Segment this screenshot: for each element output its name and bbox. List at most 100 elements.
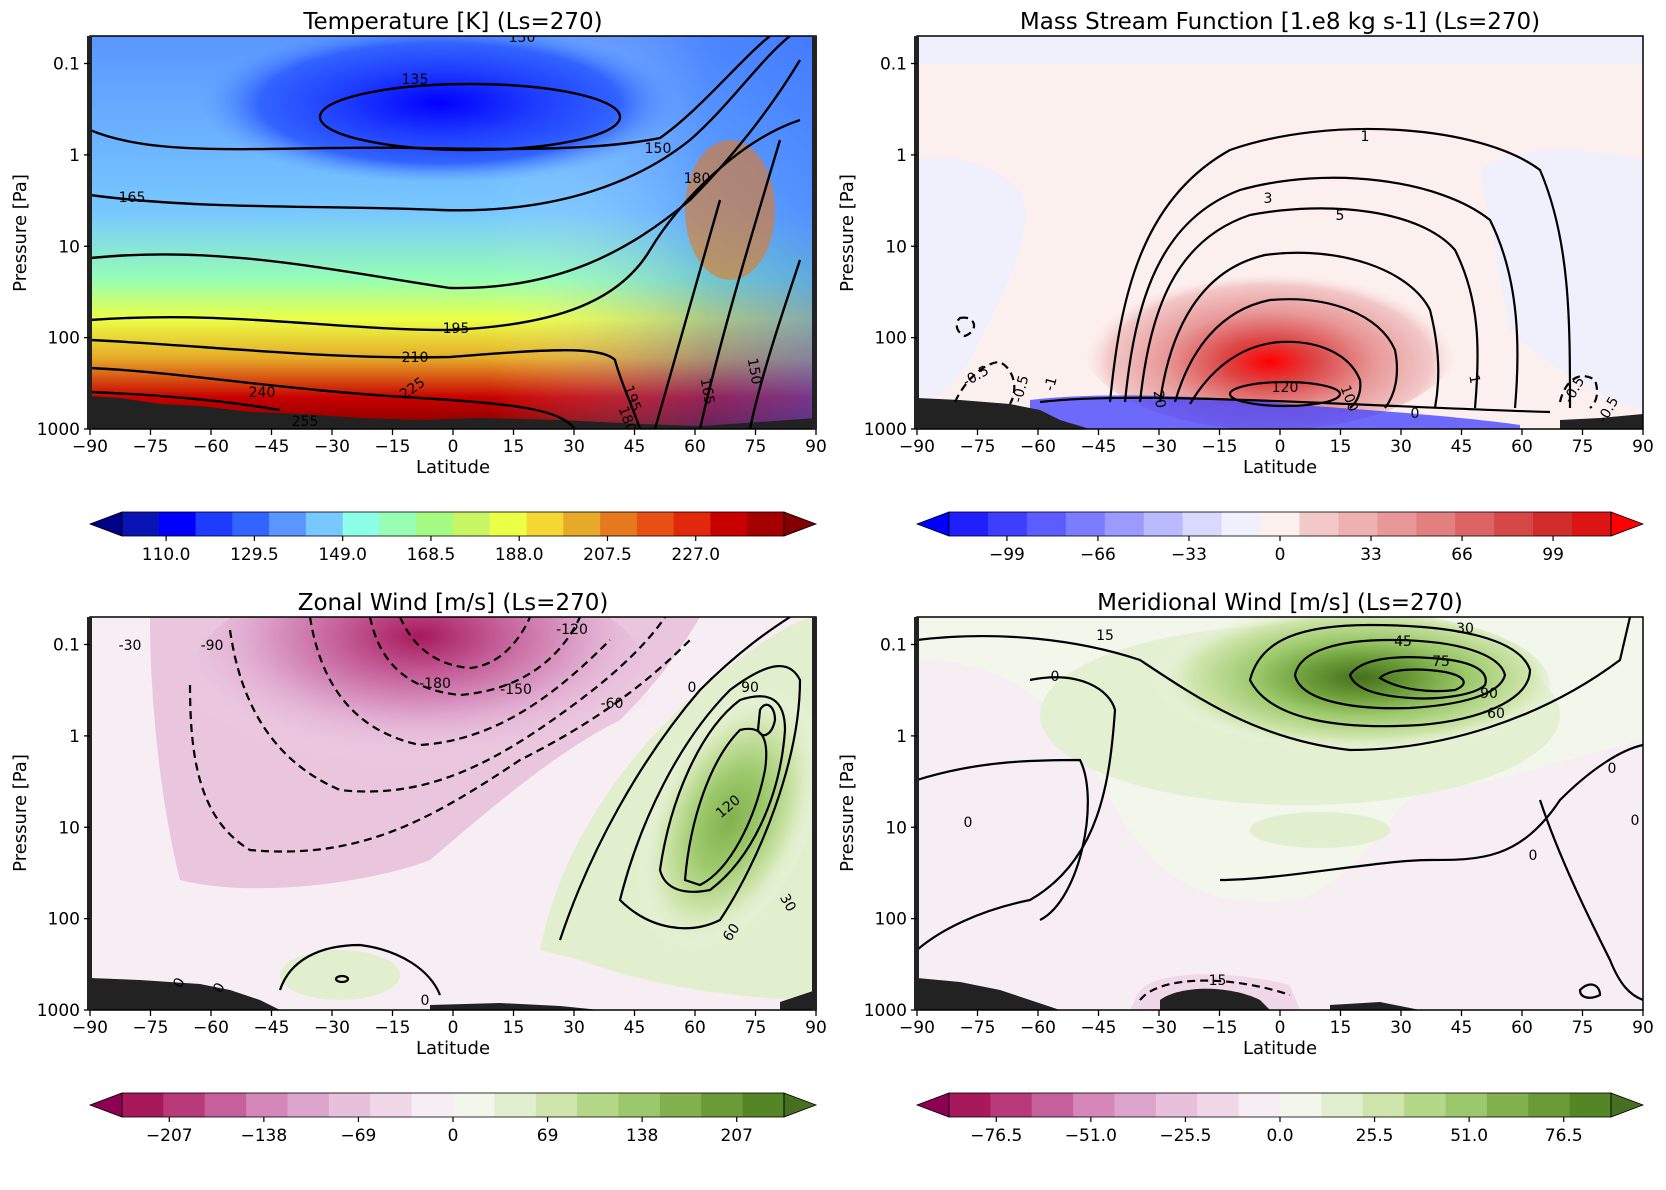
colorbar-segment (1299, 512, 1339, 536)
x-tick-label: −15 (1202, 1018, 1238, 1038)
colorbar-segment (411, 1093, 454, 1117)
meridional-wind-contours (917, 617, 1643, 1002)
colorbar-segment (535, 1093, 578, 1117)
colorbar-tick-label: 76.5 (1545, 1126, 1583, 1146)
zonal-wind-positive-contours (278, 617, 802, 996)
upper-layer-fill (917, 36, 1643, 64)
colorbar-segment (1280, 1093, 1322, 1117)
plot-area: 150 135 150 165 180 195 210 225 240 255 … (90, 30, 816, 429)
colorbar-segment (1445, 1093, 1488, 1117)
contour-label: 150 (645, 141, 672, 157)
contour-label: 0 (688, 680, 697, 696)
y-tick-label: 100 (875, 329, 907, 349)
contour-label: 0 (964, 815, 973, 831)
panel-zonal-wind: Zonal Wind [m/s] (Ls=270) (10, 590, 827, 1146)
y-tick-label: 100 (875, 910, 907, 930)
axes: −90 −75 −60 −45 −30 −15 0 15 30 45 60 75 90 0.1 1 10 100… (864, 636, 1654, 1038)
x-tick-label: −90 (72, 437, 108, 457)
colorbar-segment (1155, 1093, 1198, 1117)
panel-title: Mass Stream Function [1.e8 kg s-1] (Ls=2… (1020, 9, 1540, 35)
secondary-fill (1250, 812, 1390, 848)
plot-area: 1 3 5 120 100 20 0 -0.5 -0.5 -1 1 -0.5 -… (917, 36, 1643, 429)
x-tick-label: 15 (503, 1018, 525, 1038)
x-tick-label: 45 (1451, 437, 1473, 457)
colorbar-segment (1026, 512, 1067, 536)
contour-label: 15 (1096, 628, 1114, 644)
meridional-wind-contour-labels: 15 30 45 75 90 60 0 0 0 0 0 -15 (964, 621, 1640, 989)
negative-surface-layer-fill (1030, 395, 1520, 429)
colorbar: −76.5 −51.0 −25.5 0.0 25.5 51.0 76.5 (915, 1092, 1645, 1146)
colorbar-tick-label: −76.5 (970, 1126, 1022, 1146)
colorbar-tick-label: 227.0 (671, 545, 720, 565)
x-tick-label: 0 (1275, 437, 1286, 457)
contour-label: 0 (1411, 406, 1420, 422)
topography-mask (90, 396, 816, 429)
plot-area: 15 30 45 75 90 60 0 0 0 0 0 -15 (917, 617, 1643, 1010)
colorbar-extend-high (1610, 1092, 1645, 1118)
contour-label: 180 (684, 171, 711, 187)
colorbar-segment (163, 1093, 206, 1117)
colorbar-tick-label: 0 (448, 1126, 459, 1146)
colorbar-segment (1533, 512, 1573, 536)
axes: −90 −75 −60 −45 −30 −15 0 15 30 45 60 75 90 0.1 1 10 100… (37, 55, 827, 457)
y-tick-label: 10 (885, 237, 907, 257)
x-tick-label: 60 (1511, 1018, 1533, 1038)
contour-label: 165 (119, 190, 146, 206)
colorbar-segment (618, 1093, 661, 1117)
colorbar-segment (1260, 512, 1300, 536)
x-tick-label: −75 (133, 437, 169, 457)
colorbar-segment (1404, 1093, 1446, 1117)
contour-label: 0 (1608, 761, 1617, 777)
x-tick-label: −15 (375, 1018, 411, 1038)
topography-mask (917, 978, 1060, 1010)
axes: −90 −75 −60 −45 −30 −15 0 15 30 45 60 75 90 0.1 1 10 100… (37, 636, 827, 1038)
colorbar-tick-label: 25.5 (1356, 1126, 1394, 1146)
contour-label: 150 (509, 30, 536, 46)
contour-label: 1 (1465, 374, 1482, 386)
colorbar-segment (1104, 512, 1145, 536)
contour-label: -120 (556, 622, 588, 638)
x-tick-label: −15 (1202, 437, 1238, 457)
x-tick-label: 30 (1390, 1018, 1412, 1038)
x-axis-label: Latitude (416, 1038, 490, 1059)
colorbar-tick-label: −207 (146, 1126, 193, 1146)
x-tick-label: 75 (745, 1018, 767, 1038)
easterly-jet-fill (190, 617, 650, 790)
colorbar-extend-low (88, 1092, 123, 1118)
y-tick-label: 100 (48, 329, 80, 349)
meridional-wind-negative-contours (1139, 979, 1291, 1001)
colorbar-segment (1182, 512, 1223, 536)
colorbar-segment (1528, 1093, 1571, 1117)
contour-label: 240 (249, 385, 276, 401)
colorbar-tick-label: 168.5 (407, 545, 456, 565)
x-tick-label: 15 (503, 437, 525, 457)
contour-label: -60 (601, 696, 624, 712)
colorbar-tick-label: 138 (626, 1126, 658, 1146)
contour-label: 90 (1480, 686, 1498, 702)
y-tick-label: 0.1 (880, 636, 907, 656)
contour-label: -0.5 (1010, 374, 1033, 405)
y-axis-label: Pressure [Pa] (837, 174, 858, 292)
colorbar-tick-label: 99 (1542, 545, 1564, 565)
colorbar-tick-label: −99 (989, 545, 1025, 565)
x-tick-label: 90 (805, 1018, 827, 1038)
x-tick-label: 0 (1275, 1018, 1286, 1038)
contour-label: 0 (1051, 669, 1060, 685)
colorbar-segment (949, 1093, 991, 1117)
colorbar-segment (122, 512, 160, 536)
colorbar-segment (659, 1093, 702, 1117)
contour-label: 30 (776, 891, 799, 914)
x-tick-label: −60 (1020, 1018, 1056, 1038)
x-tick-label: 90 (805, 437, 827, 457)
x-tick-label: 90 (1632, 437, 1654, 457)
topography-mask (90, 978, 280, 1010)
x-tick-label: −30 (1141, 437, 1177, 457)
x-axis-label: Latitude (1243, 457, 1317, 478)
x-tick-label: −45 (1081, 437, 1117, 457)
colorbar-tick-label: 66 (1451, 545, 1473, 565)
x-tick-label: −30 (314, 1018, 350, 1038)
contour-label: 0 (1529, 848, 1538, 864)
colorbar-segment (195, 512, 233, 536)
colorbar-segment (305, 512, 344, 536)
